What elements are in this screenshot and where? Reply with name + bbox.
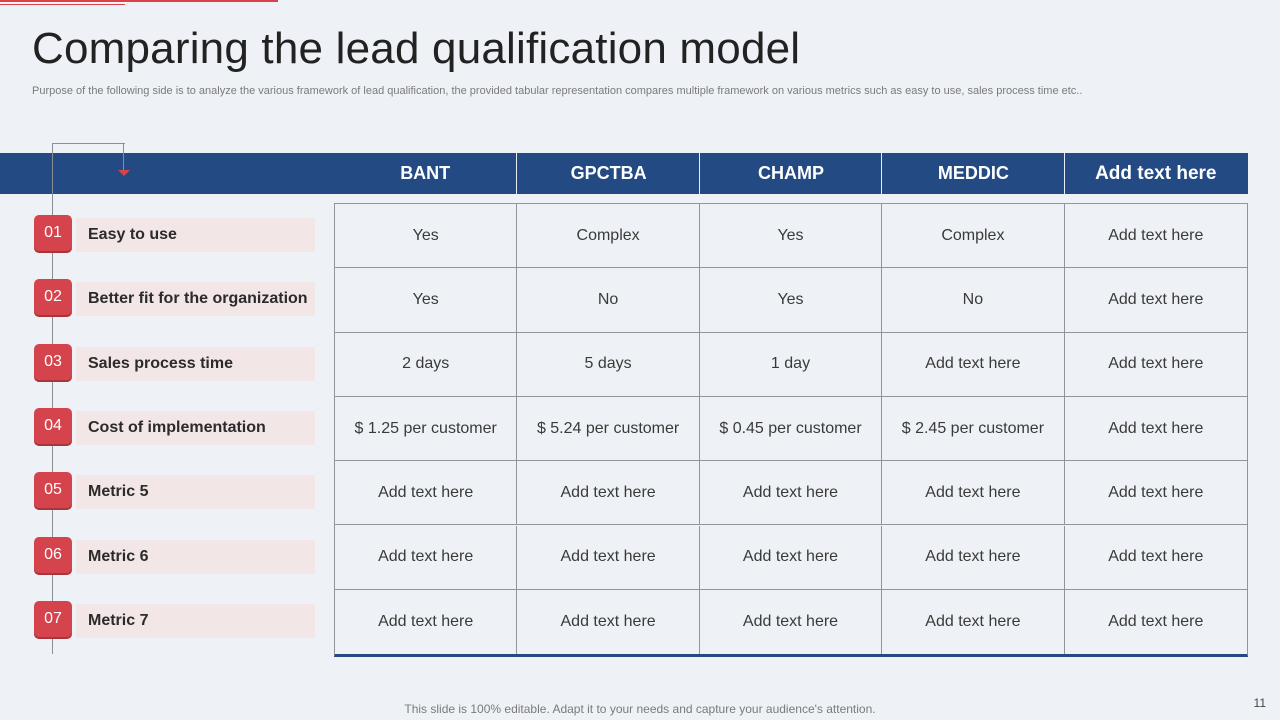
page-subtitle: Purpose of the following side is to anal…: [32, 85, 1083, 97]
table-cell: Add text here: [1064, 461, 1247, 526]
row-number-badge: 01: [34, 215, 72, 252]
table-cell: Yes: [699, 268, 883, 333]
row-label: Metric 7: [76, 603, 315, 638]
bracket-drop-line: [123, 143, 124, 170]
table-cell: Add text here: [699, 461, 883, 526]
table-cell: No: [517, 268, 700, 333]
column-header: GPCTBA: [516, 153, 699, 194]
column-header: MEDDIC: [881, 153, 1064, 194]
table-cell: 1 day: [699, 332, 883, 397]
row-number-badge: 05: [34, 472, 72, 509]
row-label: Metric 5: [76, 475, 315, 510]
table-cell: Add text here: [1064, 268, 1247, 333]
table-cell: Add text here: [335, 589, 518, 655]
table-cell: Yes: [335, 204, 518, 269]
table-cell: Add text here: [335, 525, 518, 590]
table-cell: Yes: [699, 204, 883, 269]
table-cell: Complex: [517, 204, 700, 269]
table-cell: Add text here: [517, 461, 700, 526]
column-header: BANT: [400, 163, 451, 183]
table-header-band: [0, 153, 1248, 194]
page-number: 11: [1253, 696, 1266, 710]
table-cell: No: [882, 268, 1065, 333]
arrow-down-icon: [118, 170, 130, 176]
table-cell: $ 5.24 per customer: [517, 396, 700, 462]
table-cell: $ 2.45 per customer: [882, 396, 1065, 462]
top-accent-line: [0, 0, 278, 2]
column-header: Add text here: [1063, 153, 1247, 194]
row-number-badge: 04: [34, 408, 72, 445]
table-cell: Add text here: [1064, 526, 1247, 590]
table-cell: Complex: [882, 204, 1065, 269]
row-label: Sales process time: [76, 346, 315, 381]
table-cell: Add text here: [1108, 612, 1204, 630]
table-cell: 2 days: [335, 332, 518, 397]
table-cell: Add text here: [517, 525, 700, 590]
row-label: Cost of implementation: [76, 411, 315, 446]
row-number-badge: 07: [34, 600, 72, 637]
table-cell: Add text here: [699, 525, 883, 590]
table-cell: 5 days: [517, 332, 700, 397]
page-title: Comparing the lead qualification model: [32, 24, 801, 73]
top-accent-line-short: [0, 4, 125, 5]
row-label: Easy to use: [76, 218, 315, 253]
table-cell: Add text here: [1064, 333, 1247, 397]
table-cell: Add text here: [517, 589, 700, 655]
row-number-badge: 03: [34, 343, 72, 380]
row-number-badge: 02: [34, 279, 72, 316]
table-cell: Add text here: [882, 525, 1065, 590]
table-cell: Add text here: [882, 461, 1065, 526]
table-cell: Yes: [335, 268, 518, 333]
row-number-badge: 06: [34, 536, 72, 573]
comparison-table: Yes Complex Yes Complex Add text here Yes No Ye…: [334, 203, 1248, 657]
table-cell: Add text here: [700, 589, 883, 655]
table-cell: $ 1.25 per customer: [335, 396, 518, 462]
column-header: CHAMP: [698, 153, 882, 194]
table-cell: Add text here: [1064, 397, 1247, 462]
row-label: Metric 6: [76, 539, 315, 574]
row-bracket-line: [52, 143, 125, 654]
table-cell: Add text here: [1064, 204, 1247, 269]
table-cell: Add text here: [882, 332, 1065, 397]
table-cell: Add text here: [335, 461, 518, 526]
table-cell: $ 0.45 per customer: [699, 396, 883, 462]
footer-note: This slide is 100% editable. Adapt it to…: [404, 702, 876, 716]
table-cell: Add text here: [882, 589, 1065, 655]
row-label: Better fit for the organization: [76, 282, 315, 317]
